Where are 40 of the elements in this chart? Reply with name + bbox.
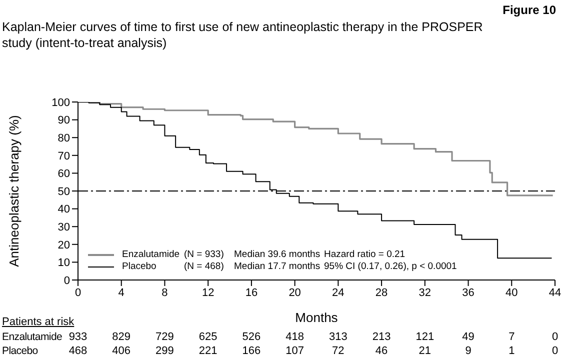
- y-tick-label: 70: [58, 150, 70, 162]
- annotation: Hazard ratio = 0.21: [324, 249, 406, 261]
- x-tick-label: 8: [162, 286, 168, 299]
- y-tick-label: 0: [64, 274, 70, 287]
- y-tick-label: 90: [58, 114, 70, 127]
- x-tick-label: 40: [506, 286, 518, 299]
- legend-label: Placebo: [122, 261, 158, 273]
- x-tick-label: 28: [375, 286, 388, 299]
- legend-label: Enzalutamide: [122, 249, 181, 261]
- chart-title: Kaplan-Meier curves of time to first use of new antineoplastic therapy in the PROSPER study (intent-to-treat analysis): [2, 19, 484, 51]
- y-tick-label: 60: [58, 168, 70, 180]
- y-tick-label: 80: [58, 132, 70, 145]
- x-tick-label: 36: [462, 286, 474, 299]
- text: 933 829 729 625 526 418 313 213 121 49 7 0: [68, 331, 558, 343]
- y-tick-label: 10: [58, 257, 70, 270]
- x-tick-label: 32: [418, 286, 432, 299]
- annotation: Median 39.6 months: [234, 249, 322, 261]
- y-tick-label: 20: [58, 239, 70, 252]
- x-tick-label: 0: [74, 286, 82, 299]
- x-tick-label: 24: [332, 286, 344, 299]
- y-tick-label: 100: [52, 96, 70, 109]
- x-tick-label: 44: [548, 286, 562, 299]
- annotation: (N = 468): [184, 261, 225, 273]
- y-axis-title: Antineoplastic therapy (%): [6, 115, 22, 267]
- x-tick-label: 4: [118, 286, 124, 299]
- y-tick-label: 40: [58, 204, 70, 216]
- x-tick-label: 12: [202, 286, 214, 299]
- y-tick-label: 50: [58, 186, 70, 198]
- caption: Figure 10: [502, 3, 556, 17]
- annotation: (N = 933): [184, 249, 225, 261]
- text: Placebo: [2, 345, 38, 357]
- x-tick-label: 16: [245, 286, 258, 299]
- text: 468 406 299 221 166 107 72 46 21 9 1 0: [68, 345, 558, 357]
- annotation: 95% CI (0.17, 0.26), p < 0.0001: [324, 261, 457, 273]
- y-tick-label: 30: [58, 222, 70, 234]
- x-axis-title: Months: [295, 310, 338, 325]
- text: Patients at risk: [2, 316, 74, 328]
- annotation: Median 17.7 months: [234, 261, 322, 273]
- x-tick-label: 20: [288, 286, 301, 299]
- text: Enzalutamide: [2, 331, 62, 343]
